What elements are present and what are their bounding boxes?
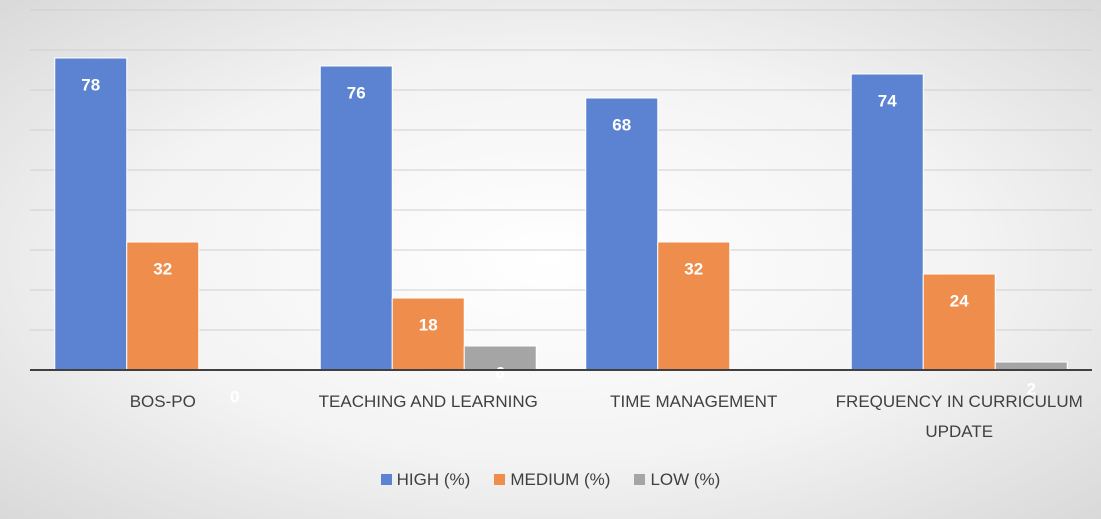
bar	[850, 73, 924, 371]
bar	[994, 361, 1068, 371]
legend-label: MEDIUM (%)	[510, 470, 611, 489]
data-label: 78	[81, 75, 100, 94]
data-label: 6	[496, 363, 505, 382]
bar	[657, 241, 731, 371]
data-label: 32	[153, 259, 172, 278]
legend-label: LOW (%)	[650, 470, 721, 489]
x-tick-label: FREQUENCY IN CURRICULUM UPDATE	[835, 392, 1083, 441]
data-label: 76	[347, 83, 366, 102]
data-label: 32	[684, 259, 703, 278]
legend-item: HIGH (%)	[380, 470, 471, 490]
x-tick-label: BOS-PO	[129, 392, 196, 411]
legend-swatch	[634, 474, 646, 485]
data-label: 24	[950, 291, 969, 310]
bar	[391, 297, 465, 371]
bar	[319, 65, 393, 371]
data-label: 68	[612, 115, 631, 134]
x-tick-label: TEACHING AND LEARNING	[318, 392, 538, 411]
legend-item: MEDIUM (%)	[494, 470, 610, 490]
legend-swatch	[380, 474, 392, 485]
bar	[126, 241, 200, 371]
data-label: 18	[419, 315, 438, 334]
data-label: 74	[878, 91, 897, 110]
x-tick-label: TIME MANAGEMENT	[610, 392, 778, 411]
legend-item: LOW (%)	[634, 470, 720, 490]
legend: HIGH (%) MEDIUM (%) LOW (%)	[0, 470, 1101, 490]
legend-label: HIGH (%)	[396, 470, 471, 489]
bar	[585, 97, 659, 371]
bar	[922, 273, 996, 371]
legend-swatch	[494, 474, 506, 485]
bar	[463, 345, 537, 371]
bar	[54, 57, 128, 371]
data-label: 0	[230, 387, 239, 406]
data-label: 2	[1027, 379, 1036, 398]
